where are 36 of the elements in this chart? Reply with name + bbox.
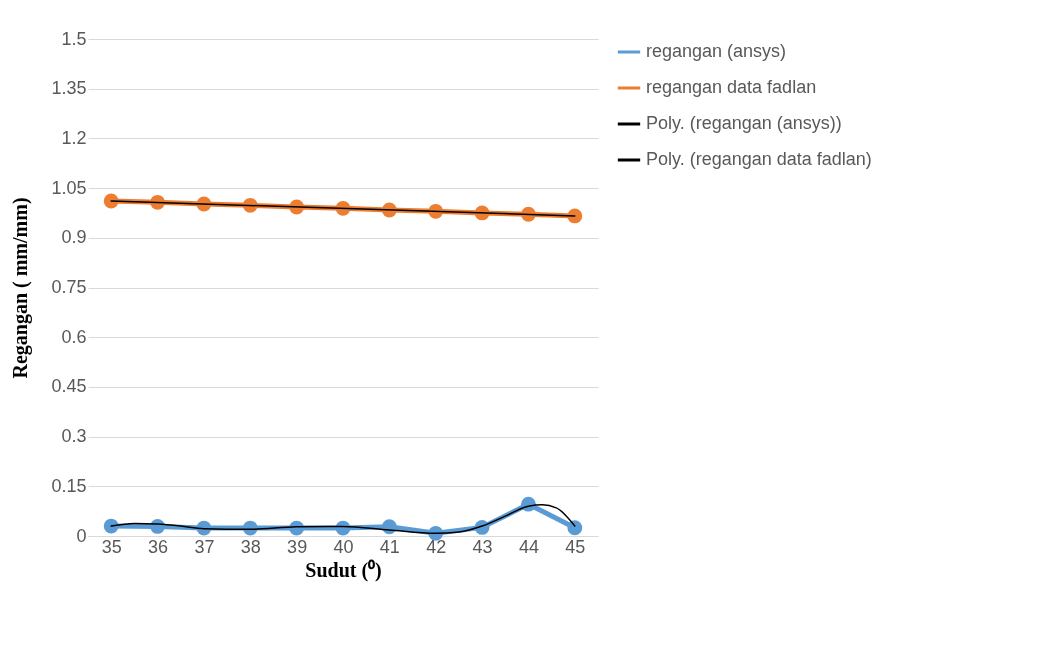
x-axis-title: Sudut (⁰)	[305, 558, 382, 582]
legend-label: regangan data fadlan	[646, 77, 817, 97]
x-tick-label: 43	[472, 536, 493, 557]
legend-label: regangan (ansys)	[646, 41, 787, 61]
point	[103, 518, 119, 534]
point	[242, 197, 258, 213]
y-tick-label: 0.15	[51, 475, 87, 496]
legend-label: Poly. (regangan (ansys))	[646, 113, 842, 133]
x-tick-label: 39	[287, 536, 308, 557]
x-tick-label: 44	[518, 536, 539, 557]
y-tick-label: 0.3	[61, 426, 87, 447]
x-tick-label: 36	[148, 536, 169, 557]
y-axis-title: Regangan ( mm/mm)	[9, 197, 33, 379]
x-tick-label: 38	[240, 536, 261, 557]
point	[335, 200, 351, 216]
point	[103, 193, 119, 209]
y-tick-label: 1.35	[51, 78, 87, 99]
y-tick-label: 0.9	[61, 227, 87, 248]
y-tick-label: 0	[76, 525, 87, 546]
y-tick-label: 0.75	[51, 277, 87, 297]
x-tick-label: 35	[101, 536, 122, 557]
y-tick-label: 0.6	[61, 326, 87, 347]
y-tick-label: 1.05	[51, 177, 87, 198]
x-tick-label: 45	[565, 536, 586, 557]
point	[428, 203, 444, 219]
point	[567, 520, 583, 536]
point	[567, 208, 583, 224]
point	[150, 194, 165, 210]
x-tick-label: 40	[333, 536, 354, 557]
x-tick-label: 42	[426, 536, 447, 557]
y-tick-label: 1.2	[61, 127, 87, 148]
x-tick-label: 41	[379, 536, 400, 557]
y-tick-label: 0.45	[51, 376, 87, 397]
legend-label: Poly. (regangan data fadlan)	[646, 149, 872, 169]
y-tick-label: 1.5	[61, 28, 87, 49]
x-tick-label: 37	[194, 536, 215, 557]
